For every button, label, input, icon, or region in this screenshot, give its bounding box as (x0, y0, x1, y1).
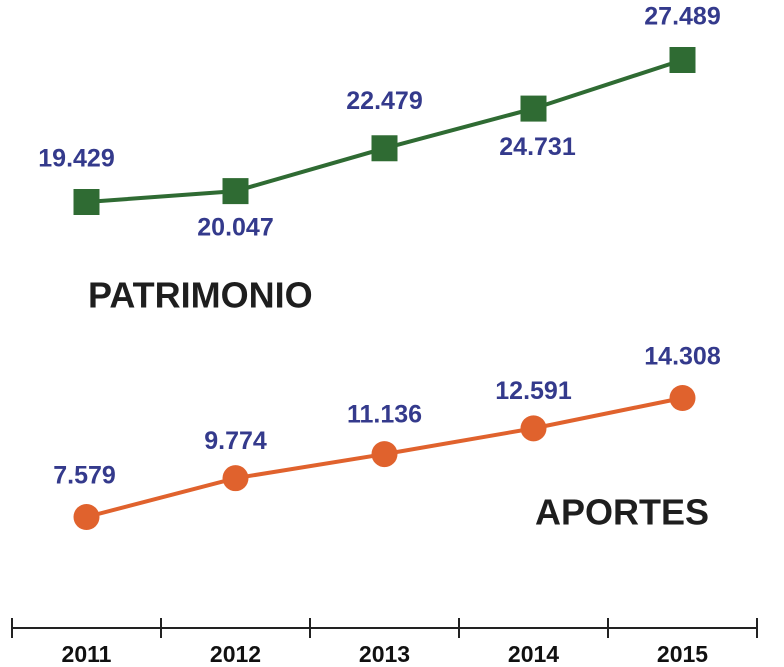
x-tick-label: 2011 (62, 641, 112, 667)
value-label: 11.136 (347, 401, 422, 429)
series-name: APORTES (535, 492, 709, 533)
x-tick-label: 2015 (657, 641, 708, 667)
value-label: 24.731 (499, 133, 576, 161)
series-name: PATRIMONIO (88, 275, 313, 316)
marker (222, 178, 249, 205)
x-tick-label: 2014 (508, 641, 559, 667)
value-label: 9.774 (204, 427, 267, 455)
value-label: 20.047 (197, 214, 273, 242)
value-label: 22.479 (346, 87, 422, 115)
marker (520, 95, 547, 122)
value-label: 12.591 (495, 377, 572, 405)
series-line (86, 58, 684, 204)
marker (669, 385, 696, 411)
value-label: 27.489 (644, 3, 720, 31)
value-label: 19.429 (38, 145, 114, 173)
marker (73, 504, 100, 530)
marker (222, 465, 249, 492)
value-label: 14.308 (644, 343, 721, 371)
marker (669, 47, 696, 73)
x-tick-label: 2013 (359, 641, 410, 667)
marker (73, 189, 100, 215)
x-tick-label: 2012 (210, 641, 261, 667)
value-label: 7.579 (53, 462, 116, 490)
marker (371, 135, 398, 162)
marker (371, 441, 398, 468)
marker (520, 415, 547, 442)
